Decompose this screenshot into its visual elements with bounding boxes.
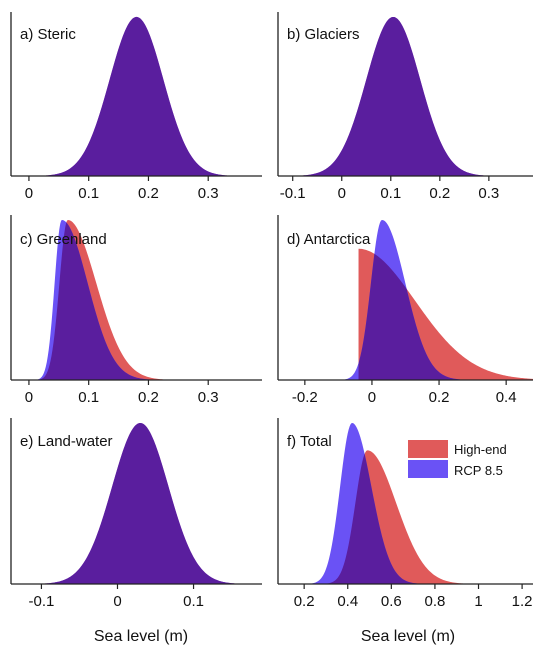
x-tick-label: 0.1 xyxy=(380,185,401,202)
panel-title-steric: a) Steric xyxy=(20,26,76,43)
x-tick-label: -0.2 xyxy=(292,389,318,406)
density-area-overlap xyxy=(11,16,262,177)
plot-area-glaciers: -0.1 0 0.1 0.2 0.3 xyxy=(277,12,533,202)
x-tick-label: 0 xyxy=(368,389,376,406)
panel-title-total: f) Total xyxy=(287,433,332,450)
panel-steric: 0 0.1 0.2 0.3 a) Steric xyxy=(10,12,262,202)
plot-area-steric: 0 0.1 0.2 0.3 xyxy=(10,12,262,202)
x-tick-label: 0.1 xyxy=(78,389,99,406)
panel-land-water: -0.1 0 0.1 e) Land-water Sea level (m) xyxy=(10,418,262,645)
x-tick-label: 0 xyxy=(113,593,121,610)
plot-area-land-water: -0.1 0 0.1 xyxy=(10,418,262,610)
x-tick-label: 0 xyxy=(25,389,33,406)
x-tick-label: 1.2 xyxy=(512,593,533,610)
panel-glaciers: -0.1 0 0.1 0.2 0.3 b) Glaciers xyxy=(277,12,533,202)
density-area-overlap xyxy=(278,16,533,177)
plot-area-greenland: 0 0.1 0.2 0.3 xyxy=(10,215,262,406)
legend-label-rcp85: RCP 8.5 xyxy=(454,463,503,478)
density-area-overlap xyxy=(278,248,533,380)
x-tick-label: 0.8 xyxy=(424,593,445,610)
x-axis-label-left: Sea level (m) xyxy=(94,628,188,645)
x-tick-label: 0.4 xyxy=(337,593,358,610)
plot-area-antarctica: -0.2 0 0.2 0.4 xyxy=(277,215,533,406)
x-tick-label: 0.2 xyxy=(294,593,315,610)
legend-swatch-high-end xyxy=(408,440,448,458)
x-tick-label: 0.1 xyxy=(78,185,99,202)
x-axis-label-right: Sea level (m) xyxy=(361,628,455,645)
panel-title-antarctica: d) Antarctica xyxy=(287,231,371,248)
density-area-high-end xyxy=(278,450,533,584)
x-tick-label: 0.3 xyxy=(198,185,219,202)
x-tick-label: 0.2 xyxy=(138,185,159,202)
x-tick-label: 0.2 xyxy=(429,389,450,406)
panel-antarctica: -0.2 0 0.2 0.4 d) Antarctica xyxy=(277,215,533,406)
x-tick-label: 1 xyxy=(474,593,482,610)
panel-total: 0.2 0.4 0.6 0.8 1 1.2 f) Total Sea level (m) xyxy=(277,418,533,645)
density-area-rcp85 xyxy=(278,423,533,584)
legend-label-high-end: High-end xyxy=(454,442,507,457)
x-tick-label: -0.1 xyxy=(280,185,306,202)
x-tick-label: 0 xyxy=(25,185,33,202)
x-tick-label: 0 xyxy=(338,185,346,202)
x-tick-label: 0.6 xyxy=(381,593,402,610)
panel-title-land-water: e) Land-water xyxy=(20,433,113,450)
density-area-overlap xyxy=(11,219,262,380)
density-area-overlap xyxy=(11,422,262,584)
x-tick-label: 0.4 xyxy=(496,389,517,406)
x-tick-label: 0.2 xyxy=(429,185,450,202)
legend: High-end RCP 8.5 xyxy=(408,440,507,478)
panel-title-glaciers: b) Glaciers xyxy=(287,26,360,43)
legend-swatch-rcp85 xyxy=(408,460,448,478)
panel-title-greenland: c) Greenland xyxy=(20,231,107,248)
panel-greenland: 0 0.1 0.2 0.3 c) Greenland xyxy=(10,215,262,406)
x-tick-label: 0.3 xyxy=(478,185,499,202)
x-tick-label: 0.2 xyxy=(138,389,159,406)
plot-area-total: 0.2 0.4 0.6 0.8 1 1.2 xyxy=(277,418,533,610)
x-tick-label: 0.1 xyxy=(183,593,204,610)
x-tick-label: -0.1 xyxy=(28,593,54,610)
x-tick-label: 0.3 xyxy=(198,389,219,406)
